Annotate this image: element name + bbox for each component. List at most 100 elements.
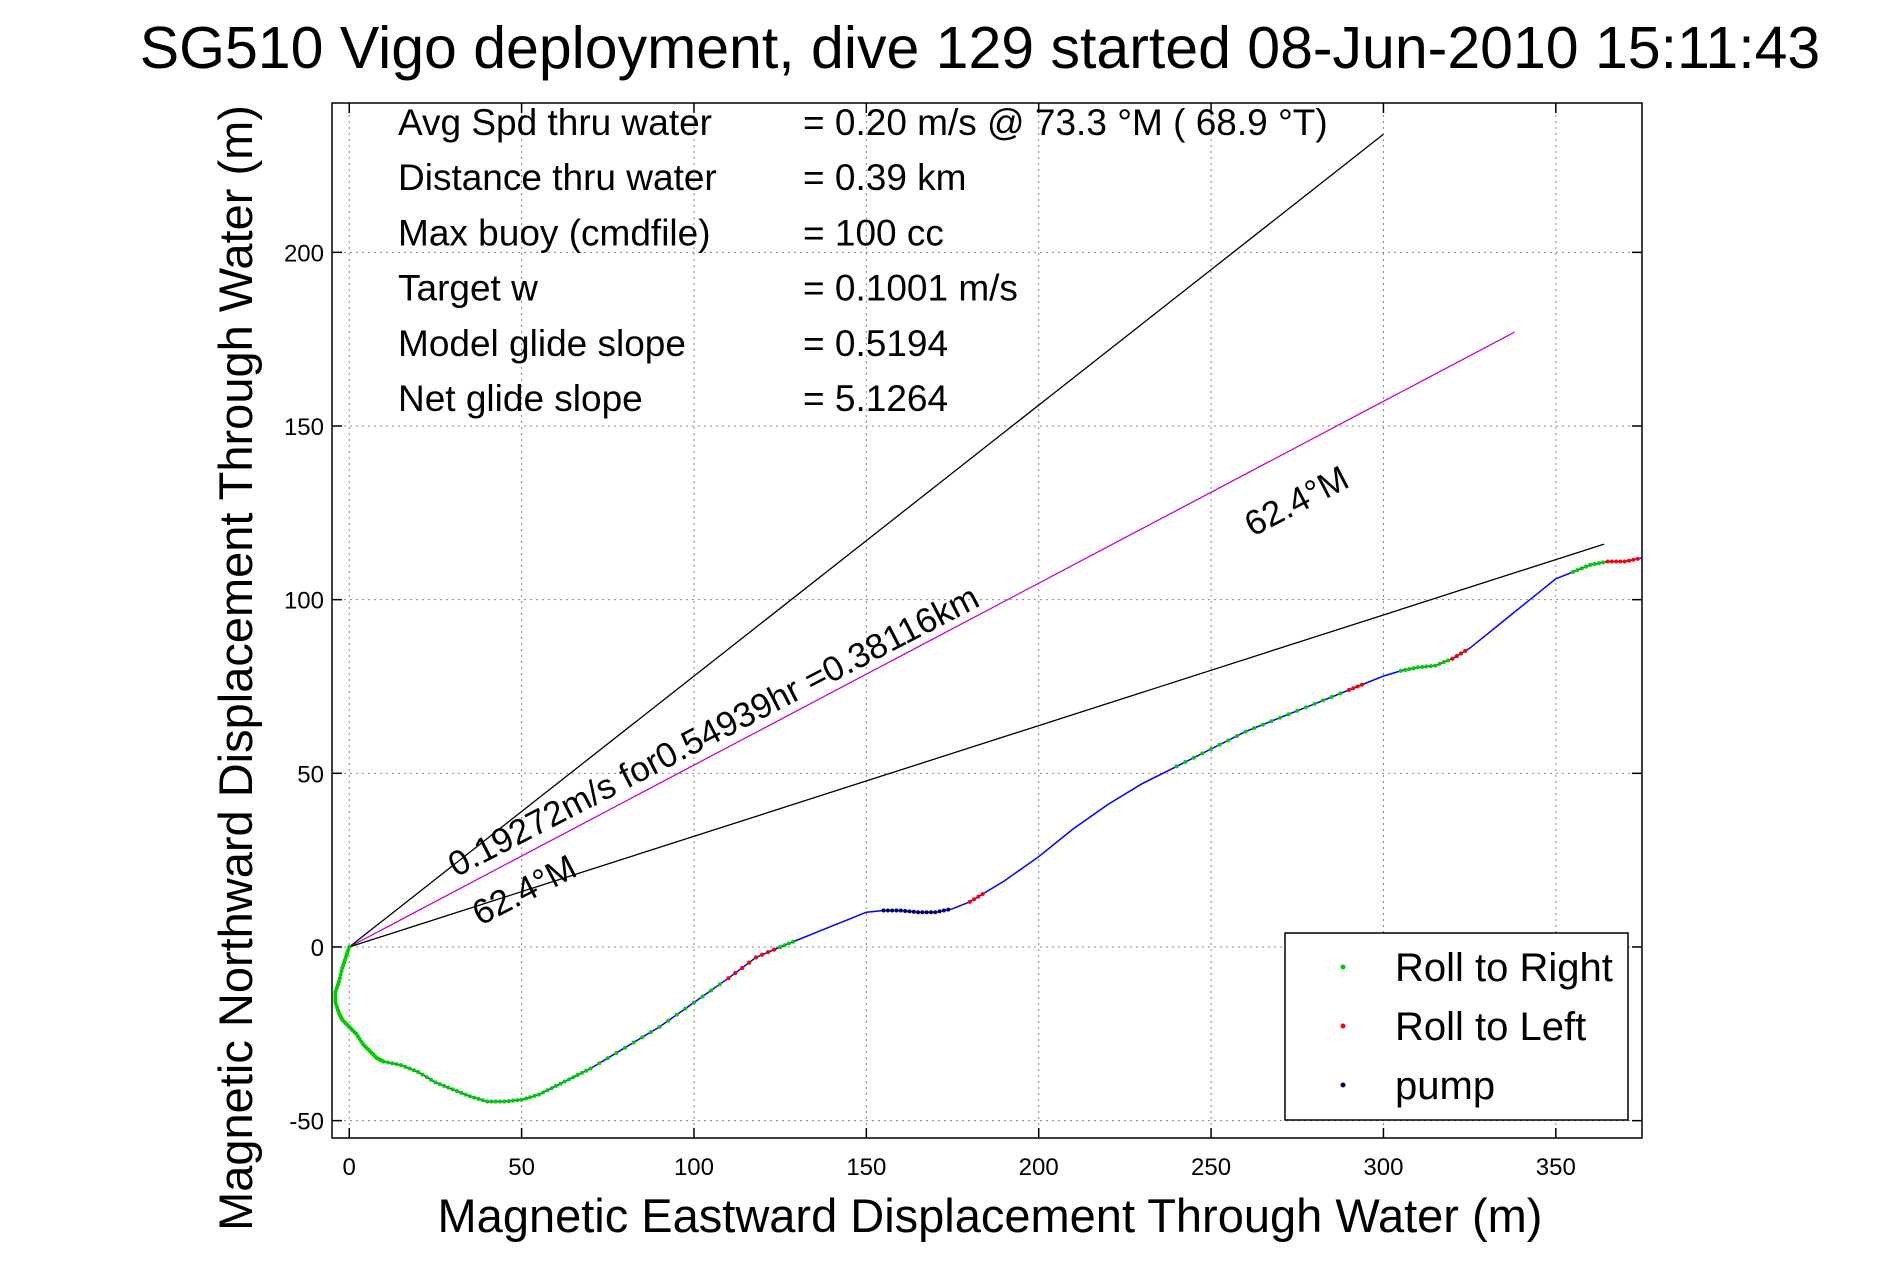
marker-point [476,1096,481,1101]
marker-point [972,897,977,902]
marker-point [554,1083,559,1088]
y-tick-label: 200 [284,240,324,267]
marker-point [442,1083,447,1088]
marker-point [1269,719,1274,724]
marker-point [446,1085,451,1090]
marker-point [733,971,738,976]
marker-point [1351,686,1356,691]
marker-series [333,556,1640,1104]
marker-point [528,1095,533,1100]
marker-point [1571,569,1576,574]
marker-point [340,965,345,970]
chart-title: SG510 Vigo deployment, dive 129 started … [140,15,1821,81]
marker-point [666,1018,671,1023]
marker-point [1631,557,1636,562]
marker-point [1428,664,1433,669]
marker-point [337,976,342,981]
x-tick-label: 250 [1191,1154,1231,1181]
marker-point [398,1063,403,1068]
info-block: Avg Spd thru water = 0.20 m/s @ 73.3 °M (… [398,102,1328,419]
marker-point [1359,682,1364,687]
marker-point [717,982,722,987]
marker-point [1614,559,1619,564]
marker-point [786,941,791,946]
x-tick-label: 150 [846,1154,886,1181]
marker-point [1609,559,1614,564]
marker-point [502,1099,507,1104]
marker-point [623,1045,628,1050]
marker-point [433,1080,438,1085]
legend-marker [1340,1082,1346,1088]
marker-point [791,939,796,944]
marker-point [920,910,925,915]
marker-point [1463,648,1468,653]
marker-point [941,908,946,913]
marker-point [567,1077,572,1082]
marker-point [782,943,787,948]
marker-point [747,960,752,965]
marker-point [562,1079,567,1084]
legend: Roll to Right Roll to Left pump [1284,932,1629,1121]
marker-point [1415,665,1420,670]
reference-line-upper-bound [348,133,1384,948]
info-label: Net glide slope [398,378,643,419]
y-tick-label: 100 [284,588,324,615]
info-value: = 100 cc [803,212,944,253]
marker-point [386,1060,391,1065]
marker-point [1601,560,1606,565]
marker-point [489,1099,494,1104]
marker-point [472,1095,477,1100]
info-label: Max buoy (cmdfile) [398,212,711,253]
marker-point [403,1064,408,1069]
marker-point [691,1000,696,1005]
marker-point [946,907,951,912]
marker-point [726,976,731,981]
marker-point [657,1024,662,1029]
marker-point [1437,661,1442,666]
marker-point [890,908,895,913]
marker-point [437,1082,442,1087]
marker-point [541,1090,546,1095]
marker-point [450,1087,455,1092]
marker-point [1402,667,1407,672]
marker-point [515,1098,520,1103]
marker-point [614,1050,619,1055]
legend-label: Roll to Left [1395,1005,1586,1049]
y-tick-label: -50 [289,1109,324,1136]
marker-point [485,1099,490,1104]
marker-point [1622,559,1627,564]
marker-point [506,1099,511,1104]
marker-point [1183,760,1188,765]
marker-point [339,969,344,974]
marker-point [579,1070,584,1075]
reference-lines [348,133,1605,948]
marker-point [924,910,929,915]
marker-point [976,894,981,899]
marker-point [571,1075,576,1080]
marker-point [597,1061,602,1066]
legend-marker [1340,1023,1346,1029]
marker-point [1454,654,1459,659]
marker-point [1459,651,1464,656]
marker-point [381,1059,386,1064]
marker-point [338,972,343,977]
marker-point [778,944,783,949]
marker-point [420,1072,425,1077]
marker-point [933,910,938,915]
marker-point [519,1097,524,1102]
marker-point [760,952,765,957]
marker-point [532,1093,537,1098]
info-label: Target w [398,268,538,309]
x-tick-label: 350 [1536,1154,1576,1181]
legend-label: pump [1395,1064,1495,1108]
marker-point [631,1040,636,1045]
x-tick-label: 100 [674,1154,714,1181]
marker-point [980,892,985,897]
marker-point [459,1090,464,1095]
marker-point [1217,742,1222,747]
axis-ticks: 0 50 100 150 200 250 300 350 -50 0 50 100 150 200 [284,103,1642,1181]
marker-point [754,955,759,960]
marker-point [536,1092,541,1097]
x-axis-label: Magnetic Eastward Displacement Through W… [438,1189,1543,1242]
marker-point [588,1066,593,1071]
